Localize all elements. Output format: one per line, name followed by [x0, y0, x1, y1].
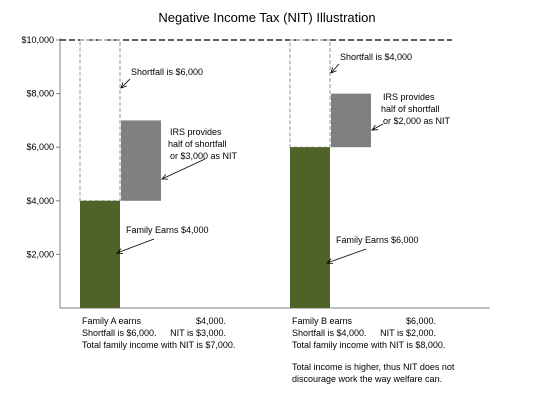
shortfall-arrow-b-head [330, 67, 337, 74]
earns-annotation-b: Family Earns $6,000 [336, 235, 419, 245]
earnings-bar-a [80, 200, 120, 308]
irs-arrow-b-head [371, 124, 379, 131]
earns-arrow-a-head [116, 248, 124, 254]
chart-title: Negative Income Tax (NIT) Illustration [158, 10, 375, 25]
shortfall-arrow-a-shaft [120, 78, 131, 89]
nit-bar-a [121, 120, 161, 201]
earns-arrow-b-shaft [326, 248, 367, 264]
summary-a-line1-label: Family A earns [82, 316, 142, 326]
summary-b-line1-label: Family B earns [292, 316, 353, 326]
irs-annotation-a-line2: half of shortfall [168, 139, 227, 149]
earns-arrow-b-head [326, 258, 334, 265]
shortfall-outline-a [79, 39, 121, 202]
earnings-bar-b [290, 147, 330, 308]
irs-annotation-b-line2: half of shortfall [381, 104, 440, 114]
y-tick-label: $10,000 [21, 35, 54, 45]
summary-a-line2-label: Shortfall is $6,000. [82, 328, 157, 338]
shortfall-annotation-b: Shortfall is $4,000 [340, 52, 412, 62]
summary-b-line2-value: NIT is $2,000. [380, 328, 436, 338]
irs-arrow-a-head [161, 174, 169, 180]
summary-b-line1-value: $6,000. [406, 316, 436, 326]
irs-annotation-a-line3: or $3,000 as NIT [170, 151, 238, 161]
irs-annotation-a-line1: IRS provides [170, 127, 222, 137]
earns-arrow-a-shaft [116, 238, 155, 254]
summary-a-line3: Total family income with NIT is $7,000. [82, 340, 235, 350]
summary-a-line1-value: $4,000. [196, 316, 226, 326]
y-tick-label: $4,000 [26, 196, 54, 206]
irs-arrow-b-shaft [371, 123, 384, 131]
nit-bar-b [331, 93, 371, 148]
summary-b-line3: Total family income with NIT is $8,000. [292, 340, 445, 350]
footnote-line1: Total income is higher, thus NIT does no… [292, 362, 455, 372]
shortfall-outline-b [289, 39, 331, 148]
summary-b-line2-label: Shortfall is $4,000. [292, 328, 367, 338]
irs-annotation-b-line3: or $2,000 as NIT [383, 116, 451, 126]
shortfall-arrow-a-head [120, 82, 127, 89]
irs-annotation-b-line1: IRS provides [383, 92, 435, 102]
irs-arrow-a-shaft [161, 158, 206, 180]
y-tick-label: $2,000 [26, 249, 54, 259]
y-tick-label: $6,000 [26, 142, 54, 152]
y-tick-label: $8,000 [26, 89, 54, 99]
summary-a-line2-value: NIT is $3,000. [170, 328, 226, 338]
earns-annotation-a: Family Earns $4,000 [126, 225, 209, 235]
shortfall-annotation-a: Shortfall is $6,000 [131, 67, 203, 77]
shortfall-arrow-b-shaft [330, 63, 340, 74]
footnote-line2: discourage work the way welfare can. [292, 374, 442, 384]
